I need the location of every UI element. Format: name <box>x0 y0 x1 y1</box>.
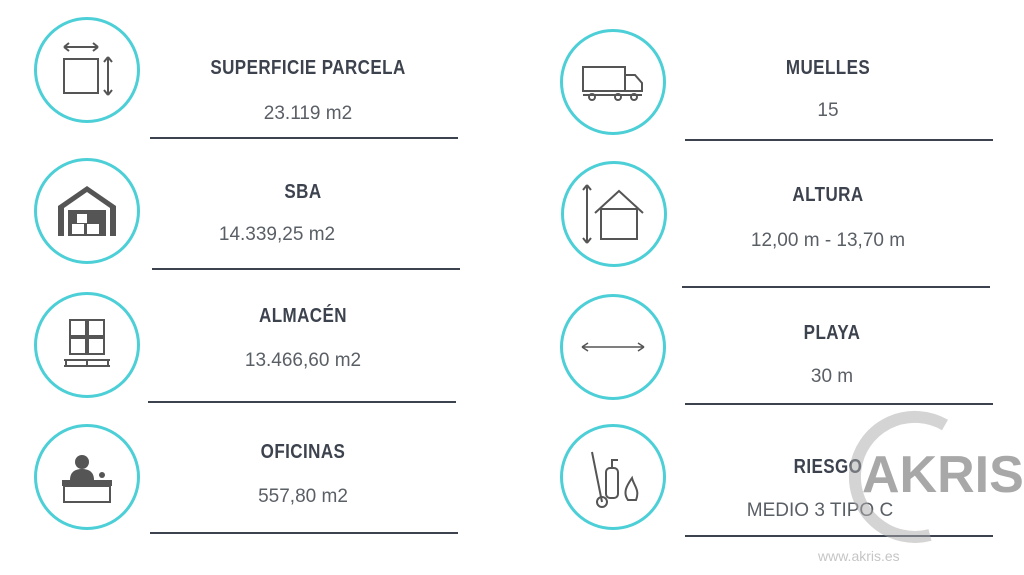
truck-icon <box>560 29 666 135</box>
value-altura: 12,00 m - 13,70 m <box>750 230 906 251</box>
divider <box>682 286 990 288</box>
fire-extinguisher-icon <box>560 424 666 530</box>
pallet-boxes-icon <box>34 292 140 398</box>
value-oficinas: 557,80 m2 <box>258 486 348 507</box>
title-playa: PLAYA <box>803 322 861 344</box>
title-sba: SBA <box>284 181 322 203</box>
title-almacen: ALMACÉN <box>259 305 347 327</box>
reception-desk-icon <box>34 424 140 530</box>
value-superficie: 23.119 m2 <box>263 103 353 124</box>
title-altura: ALTURA <box>792 184 864 206</box>
divider <box>148 401 456 403</box>
divider <box>685 139 993 141</box>
akris-logo-arc <box>848 410 948 543</box>
divider <box>152 268 460 270</box>
value-sba: 14.339,25 m2 <box>218 224 336 245</box>
area-dimensions-icon <box>34 17 140 123</box>
house-height-icon <box>561 161 667 267</box>
warehouse-icon <box>34 158 140 264</box>
divider <box>685 535 993 537</box>
title-muelles: MUELLES <box>785 57 871 79</box>
divider <box>685 403 993 405</box>
divider <box>150 137 458 139</box>
divider <box>150 532 458 534</box>
horizontal-arrow-icon <box>560 294 666 400</box>
value-playa: 30 m <box>810 366 854 387</box>
akris-url: www.akris.es <box>818 548 900 564</box>
value-almacen: 13.466,60 m2 <box>244 350 362 371</box>
title-superficie: SUPERFICIE PARCELA <box>210 57 406 79</box>
akris-logo: AKRIS <box>862 446 1024 504</box>
title-riesgo: RIESGO <box>793 456 863 478</box>
value-muelles: 15 <box>817 100 839 121</box>
title-oficinas: OFICINAS <box>260 441 346 463</box>
